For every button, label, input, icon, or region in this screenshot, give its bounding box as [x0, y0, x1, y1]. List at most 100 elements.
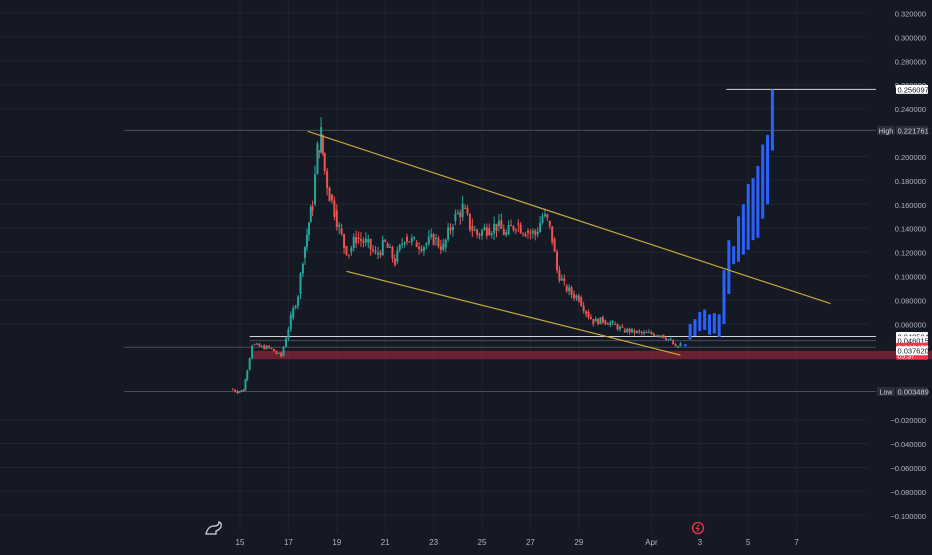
candle-body: [589, 317, 592, 320]
candle-body: [640, 331, 643, 334]
candle-body: [534, 230, 537, 235]
candle-body: [393, 258, 396, 265]
candle-body: [611, 321, 614, 323]
price-label-value: 0.221761: [898, 126, 929, 135]
logo-icon: [205, 521, 222, 535]
candle-body: [580, 297, 583, 306]
candle-body: [307, 222, 310, 235]
candle-body: [318, 150, 321, 153]
candle-body: [568, 287, 571, 292]
candle-body: [265, 345, 268, 350]
candle-body: [432, 234, 435, 245]
projection-bar: [683, 344, 687, 347]
candle-body: [263, 345, 266, 350]
price-label: 0.037620: [896, 346, 929, 356]
candle-body: [602, 317, 604, 323]
candle-body: [251, 345, 254, 359]
candle-body: [374, 250, 377, 252]
candle-body: [418, 246, 421, 249]
candle-body: [606, 323, 609, 325]
candle-body: [565, 285, 568, 292]
candle-body: [303, 246, 306, 259]
projection-bar: [766, 134, 770, 205]
candle-body: [403, 242, 406, 245]
candle-body: [657, 335, 660, 337]
y-tick-label: 0.300000: [895, 33, 926, 42]
price-axis[interactable]: 0.3200000.3000000.2800000.2600000.240000…: [890, 9, 926, 520]
projection-bar: [688, 323, 692, 340]
candle-body: [449, 227, 452, 231]
y-tick-label: 0.080000: [895, 297, 926, 306]
projection-bar: [756, 166, 760, 238]
y-tick-label: −0.100000: [890, 512, 926, 521]
price-label-box: [896, 125, 928, 135]
projection-bar: [741, 204, 745, 255]
candle-body: [556, 251, 559, 271]
candle-body: [282, 346, 285, 357]
candle-body: [461, 203, 464, 218]
candle-body: [422, 247, 425, 251]
candle-body: [231, 389, 234, 391]
candle-body: [301, 264, 304, 274]
time-axis[interactable]: 15 17 19 21 23 25 27 29 Apr 3 5 7: [236, 538, 800, 547]
candle-body: [277, 352, 280, 354]
candle-body: [677, 346, 680, 348]
candle-body: [287, 328, 290, 339]
projection-bar: [727, 240, 731, 295]
candle-body: [350, 248, 353, 253]
candle-body: [643, 332, 646, 334]
candle-body: [621, 326, 624, 328]
x-tick-label: 5: [746, 538, 751, 547]
price-label: 0.256097: [896, 84, 929, 94]
x-tick-label: 15: [236, 538, 245, 547]
candle-body: [662, 334, 665, 338]
trendline-upper[interactable]: [307, 130, 831, 305]
candle-body: [524, 234, 527, 237]
price-label-value: 0.003489: [898, 388, 929, 397]
price-label-value: 0.256097: [898, 85, 929, 94]
candle-body: [539, 222, 542, 232]
projection-bar: [722, 270, 726, 324]
candle-body: [454, 213, 457, 222]
candle-body: [667, 339, 670, 341]
candle-body: [328, 187, 331, 202]
candle-body: [669, 338, 672, 340]
x-tick-label: 23: [429, 538, 438, 547]
support-zone-rect: [252, 350, 932, 360]
candle-body: [405, 236, 408, 242]
candle-body: [439, 246, 442, 250]
candle-body: [255, 343, 258, 345]
event-icon[interactable]: [691, 521, 705, 535]
candle-body: [391, 246, 394, 259]
candle-body: [352, 236, 355, 249]
candle-body: [541, 216, 544, 223]
x-tick-label: 27: [526, 538, 535, 547]
trendlines[interactable]: [307, 130, 831, 356]
candle-body: [488, 228, 491, 236]
candle-body: [311, 206, 314, 211]
candle-body: [292, 308, 295, 318]
candle-body: [258, 343, 261, 347]
candle-body: [522, 233, 525, 235]
candle-body: [473, 229, 476, 231]
projection-bar: [737, 216, 741, 262]
candle-body: [495, 223, 498, 231]
candle-body: [609, 322, 612, 325]
candle-body: [664, 337, 667, 340]
candle-body: [476, 229, 479, 235]
candle-body: [483, 227, 486, 231]
candle-body: [505, 232, 508, 235]
price-label-prefix-box: [877, 125, 895, 135]
trendline-lower[interactable]: [346, 270, 681, 356]
price-label-box: [896, 84, 928, 94]
candle-body: [543, 214, 546, 217]
y-tick-label: 0.200000: [895, 153, 926, 162]
candle-body: [493, 223, 496, 234]
candle-body: [655, 335, 658, 337]
candle-body: [652, 333, 655, 336]
candle-body: [442, 243, 445, 250]
chart-widgets: [205, 521, 705, 535]
candle-body: [631, 328, 634, 333]
